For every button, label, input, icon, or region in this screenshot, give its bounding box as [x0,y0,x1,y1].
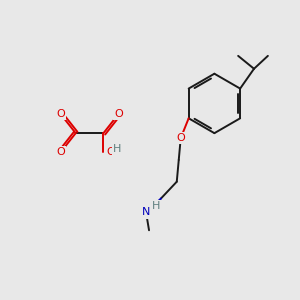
Text: O: O [114,109,123,119]
Text: N: N [142,207,150,218]
Text: O: O [56,109,65,119]
Text: O: O [56,147,65,157]
Text: H: H [152,202,160,212]
Text: O: O [176,133,185,143]
Text: O: O [106,147,115,157]
Text: H: H [113,144,122,154]
